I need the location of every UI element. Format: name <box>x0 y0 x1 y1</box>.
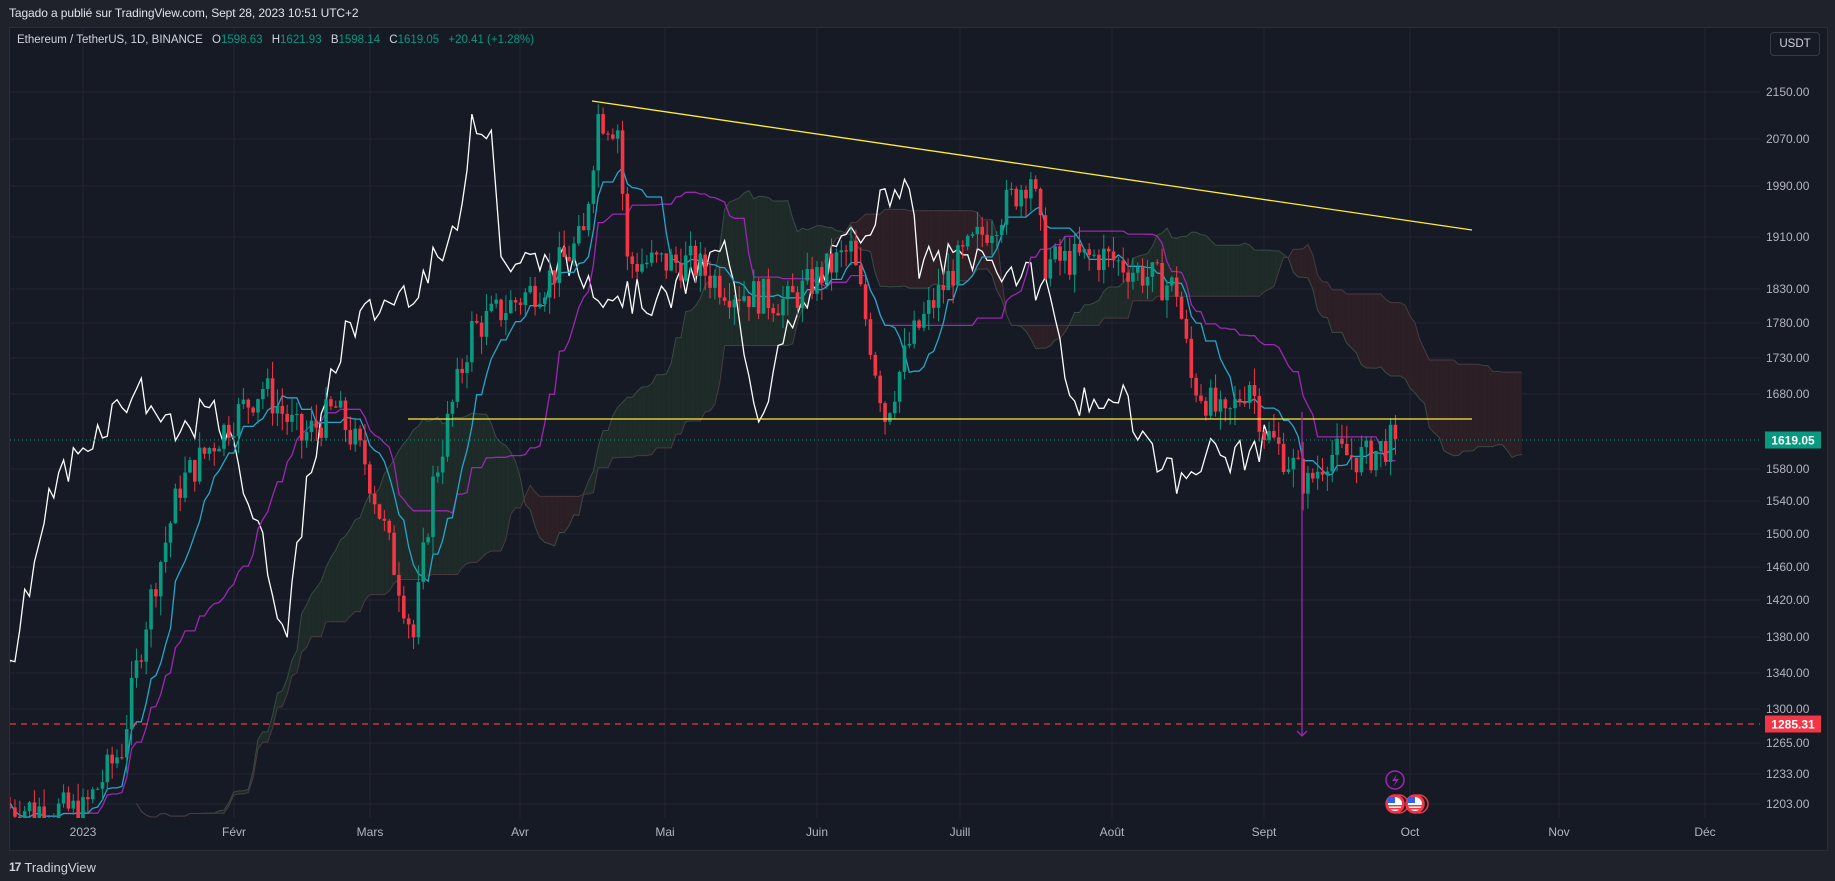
price-tick-label: 1300.00 <box>1766 702 1810 716</box>
price-tick-label: 1460.00 <box>1766 560 1810 574</box>
price-tick-label: 2150.00 <box>1766 85 1810 99</box>
open-value: 1598.63 <box>220 34 263 46</box>
publish-bar: Tagado a publié sur TradingView.com, Sep… <box>0 0 1835 27</box>
current-price-tag: 1619.05 <box>1765 431 1821 449</box>
time-tick-label: Sept <box>1251 825 1277 839</box>
high-value: 1621.93 <box>280 34 322 46</box>
time-tick-label: Févr <box>222 825 246 839</box>
chart-frame[interactable] <box>9 27 1828 851</box>
price-tick-label: 1830.00 <box>1766 282 1810 296</box>
close-value: 1619.05 <box>397 34 440 46</box>
published-text: Tagado a publié sur TradingView.com, Sep… <box>9 6 359 20</box>
price-tick-label: 2070.00 <box>1766 132 1810 146</box>
price-tick-label: 1420.00 <box>1766 593 1810 607</box>
economic-events[interactable] <box>1385 770 1429 814</box>
time-tick-label: Déc <box>1694 825 1716 839</box>
price-tick-label: 1540.00 <box>1766 494 1810 508</box>
time-tick-label: Juill <box>949 825 971 839</box>
tradingview-logo-icon: 17 <box>9 860 21 874</box>
symbol-name[interactable]: Ethereum / TetherUS, 1D, BINANCE <box>17 34 203 46</box>
time-tick-label: Nov <box>1548 825 1570 839</box>
time-tick-label: Juin <box>805 825 829 839</box>
time-tick-label: Mars <box>356 825 384 839</box>
change-value: +20.41 (+1.28%) <box>448 34 535 46</box>
price-tick-label: 1580.00 <box>1766 462 1810 476</box>
footer-brand[interactable]: 17 TradingView <box>9 856 96 878</box>
price-tick-label: 1990.00 <box>1766 179 1810 193</box>
time-tick-label: Oct <box>1400 825 1420 839</box>
price-tick-label: 1680.00 <box>1766 387 1810 401</box>
price-tick-label: 1910.00 <box>1766 230 1810 244</box>
target-price-tag: 1285.31 <box>1765 715 1821 733</box>
symbol-legend: Ethereum / TetherUS, 1D, BINANCE O1598.6… <box>17 34 535 46</box>
price-tick-label: 1265.00 <box>1766 736 1810 750</box>
price-tick-label: 1340.00 <box>1766 666 1810 680</box>
price-tick-label: 1500.00 <box>1766 527 1810 541</box>
currency-button[interactable]: USDT <box>1770 32 1820 56</box>
price-tick-label: 1730.00 <box>1766 351 1810 365</box>
brand-name: TradingView <box>24 859 96 875</box>
price-tick-label: 1203.00 <box>1766 797 1810 811</box>
price-tick-label: 1380.00 <box>1766 630 1810 644</box>
price-tick-label: 1780.00 <box>1766 316 1810 330</box>
price-tick-label: 1233.00 <box>1766 767 1810 781</box>
low-value: 1598.14 <box>338 34 381 46</box>
time-tick-label: Avr <box>511 825 529 839</box>
time-tick-label: Août <box>1099 825 1125 839</box>
time-tick-label: Mai <box>655 825 675 839</box>
time-tick-label: 2023 <box>69 825 97 839</box>
